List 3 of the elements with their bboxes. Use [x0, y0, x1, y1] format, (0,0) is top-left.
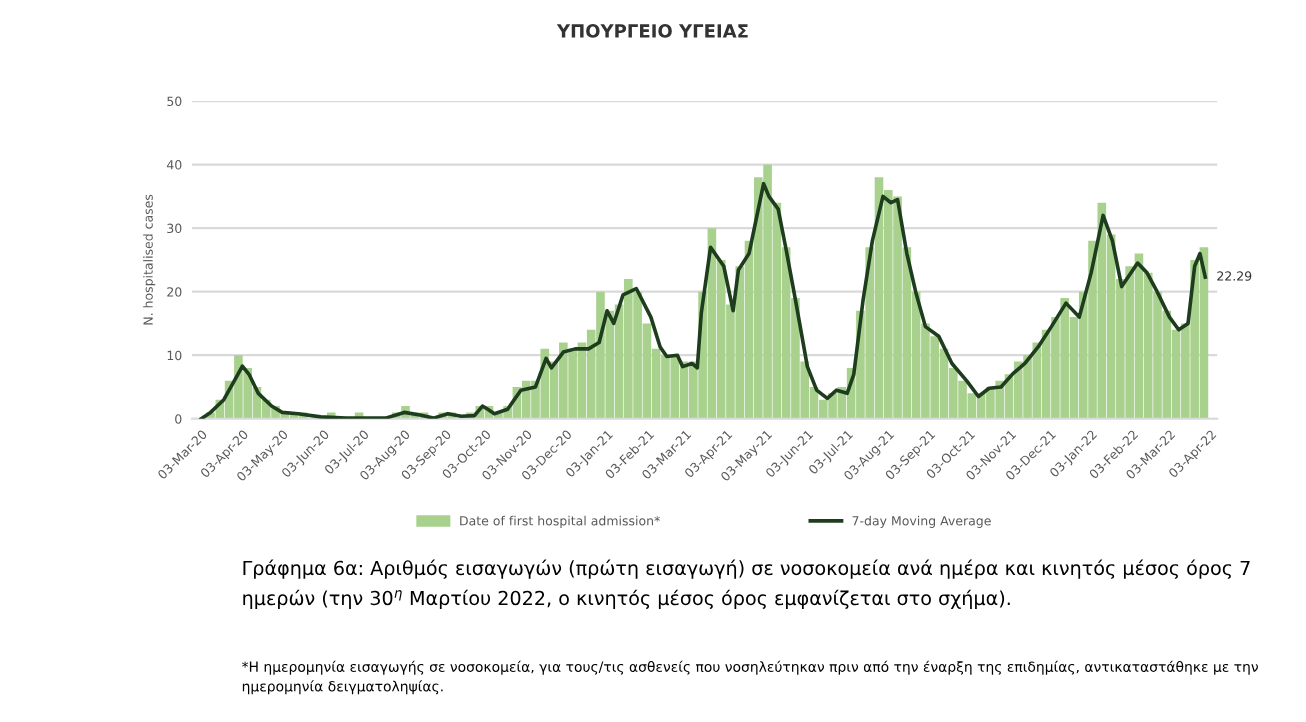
text: Γράφημα 6α: Αριθμός εισαγωγών (πρώτη εισαγωγή) σε νοσοκομεία ανά ημέρα και κινητός μέσος όρος 7 ημερών (την 30$^{η}$ Μαρτίου 2022, ο κινητός μέσος όρος εμφανίζεται στο σχήμα).	[243, 559, 1250, 609]
line-series	[199, 181, 1208, 419]
chart-title: ΥΠΟΥΡΓΕΙΟ ΥΓΕΙΑΣ	[556, 24, 748, 38]
